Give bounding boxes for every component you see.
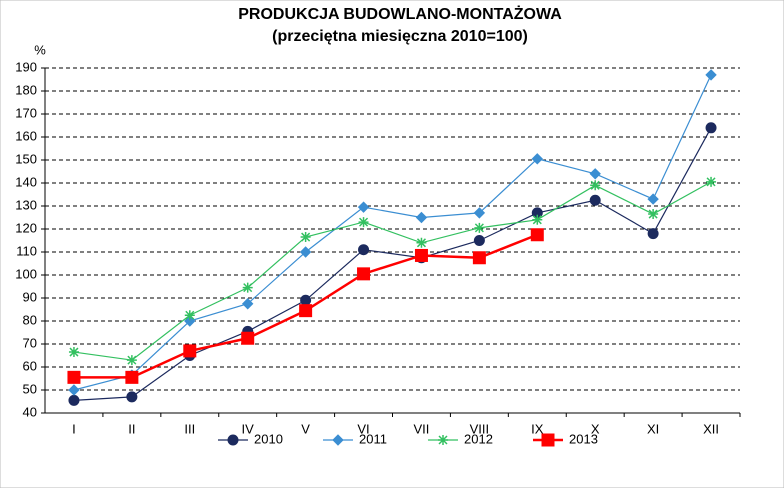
y-tick-label: 130 bbox=[15, 197, 37, 212]
marker bbox=[472, 251, 486, 265]
marker bbox=[474, 222, 485, 233]
marker bbox=[706, 176, 717, 187]
marker bbox=[647, 228, 659, 240]
chart-subtitle: (przeciętna miesięczna 2010=100) bbox=[272, 28, 528, 45]
chart-title: PRODUKCJA BUDOWLANO-MONTAŻOWA bbox=[238, 5, 562, 23]
marker bbox=[541, 433, 555, 447]
y-tick-label: 90 bbox=[23, 289, 37, 304]
series-line bbox=[73, 74, 712, 391]
marker bbox=[68, 394, 80, 406]
y-tick-label: 140 bbox=[15, 174, 37, 189]
y-tick-label: 80 bbox=[23, 312, 37, 327]
marker bbox=[183, 344, 197, 358]
legend-label: 2010 bbox=[254, 431, 283, 446]
marker bbox=[647, 193, 659, 205]
y-tick-label: 70 bbox=[23, 335, 37, 350]
x-tick-label: IV bbox=[242, 421, 255, 436]
marker bbox=[126, 391, 138, 403]
series-line bbox=[73, 127, 712, 401]
y-tick-label: 100 bbox=[15, 266, 37, 281]
x-tick-label: III bbox=[184, 421, 195, 436]
y-tick-label: 160 bbox=[15, 128, 37, 143]
y-tick-label: 170 bbox=[15, 105, 37, 120]
y-tick-label: 150 bbox=[15, 151, 37, 166]
x-tick-label: I bbox=[72, 421, 76, 436]
y-tick-label: 180 bbox=[15, 82, 37, 97]
marker bbox=[126, 355, 137, 366]
marker bbox=[68, 384, 80, 396]
x-tick-label: VIII bbox=[470, 421, 490, 436]
y-tick-label: 120 bbox=[15, 220, 37, 235]
marker bbox=[589, 168, 601, 180]
marker bbox=[299, 246, 312, 258]
marker bbox=[125, 370, 139, 384]
marker bbox=[242, 298, 254, 310]
x-tick-label: II bbox=[128, 421, 135, 436]
marker bbox=[227, 434, 239, 446]
y-tick-label: 110 bbox=[16, 243, 37, 258]
x-tick-label: X bbox=[591, 421, 600, 436]
marker bbox=[67, 370, 81, 384]
x-tick-label: IX bbox=[531, 421, 544, 436]
marker bbox=[705, 69, 717, 81]
x-tick-label: XI bbox=[647, 421, 659, 436]
marker bbox=[299, 304, 313, 318]
marker bbox=[473, 207, 486, 219]
marker bbox=[415, 211, 428, 224]
marker bbox=[357, 267, 371, 281]
marker bbox=[358, 244, 370, 256]
series-line bbox=[73, 181, 712, 361]
marker bbox=[589, 194, 601, 206]
marker bbox=[473, 235, 485, 246]
legend-label: 2011 bbox=[359, 431, 387, 446]
x-tick-label: VI bbox=[357, 421, 369, 436]
marker bbox=[184, 310, 195, 321]
marker bbox=[705, 122, 717, 134]
x-tick-label: VII bbox=[414, 421, 430, 436]
legend-label: 2012 bbox=[464, 431, 493, 446]
marker bbox=[300, 232, 311, 243]
marker bbox=[68, 347, 79, 358]
marker bbox=[531, 153, 543, 165]
marker bbox=[590, 180, 601, 191]
marker bbox=[300, 294, 312, 306]
marker bbox=[648, 209, 659, 220]
legend-label: 2013 bbox=[569, 431, 598, 446]
y-tick-label: 40 bbox=[23, 404, 37, 419]
marker bbox=[438, 435, 448, 445]
x-tick-label: V bbox=[301, 421, 310, 436]
y-tick-label: 50 bbox=[23, 381, 37, 396]
marker bbox=[357, 201, 370, 213]
y-tick-label: 60 bbox=[23, 358, 37, 373]
marker bbox=[414, 248, 428, 262]
marker bbox=[242, 282, 253, 293]
marker bbox=[532, 214, 543, 225]
y-tick-label: 190 bbox=[15, 59, 37, 74]
marker bbox=[358, 217, 369, 228]
x-tick-label: XII bbox=[703, 421, 719, 436]
marker bbox=[332, 434, 344, 446]
marker bbox=[416, 237, 427, 248]
y-axis-label: % bbox=[34, 42, 46, 57]
marker bbox=[530, 228, 544, 242]
marker bbox=[241, 331, 255, 345]
